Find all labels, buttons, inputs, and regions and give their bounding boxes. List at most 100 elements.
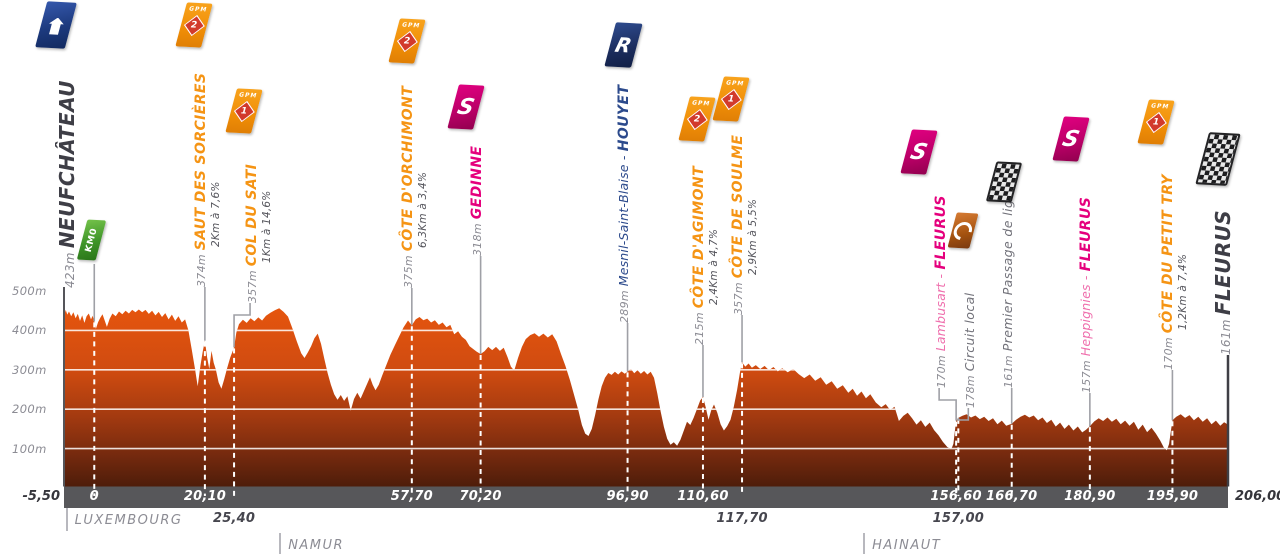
marker-gradient-cote-dagimont: 2,4Km à 4,7% — [707, 229, 720, 305]
start-house-icon — [46, 17, 65, 35]
y-axis-label-300: 300m — [12, 362, 47, 377]
marker-gradient-cote-du-petit-try: 1,2Km à 7,4% — [1177, 254, 1190, 330]
marker-name-line-cote-du-petit-try: 170m CÔTE DU PETIT TRY — [1159, 174, 1176, 370]
marker-name-line-premier-passage-de-ligne: 161m Premier Passage de ligne — [999, 183, 1016, 388]
marker-gradient-cote-de-soulme: 2,9Km à 5,5% — [747, 199, 760, 275]
marker-label-cote-de-soulme: 357m CÔTE DE SOULME 2,9Km à 5,5% — [729, 135, 761, 315]
marker-name-line-saut-des-sorcieres: 374m SAUT DES SORCIÈRES — [192, 73, 209, 287]
km-tick-57,70: 57,70 — [390, 489, 433, 504]
km-tick-166,70: 166,70 — [986, 489, 1038, 504]
gpm-category-number: 2 — [189, 20, 199, 31]
km-tick-110,60: 110,60 — [677, 489, 729, 504]
marker-altitude-col-du-sati: 357m — [246, 266, 260, 303]
marker-name-cote-du-petit-try: CÔTE DU PETIT TRY — [1160, 174, 1177, 334]
gpm-category-number: 2 — [402, 36, 412, 47]
km-tick-below-117,70: 117,70 — [716, 511, 768, 526]
gpm-category-number: 1 — [1151, 117, 1161, 128]
marker-altitude-circuit-local: 178m — [964, 371, 978, 408]
km-tick-below-157,00: 157,00 — [932, 511, 984, 526]
marker-name-line-fleurus-lambusart: 170m Lambusart - FLEURUS — [932, 195, 949, 388]
region-separator-luxembourg — [65, 508, 68, 531]
elevation-profile-area — [64, 308, 1228, 488]
y-axis-label-200: 200m — [12, 402, 47, 417]
marker-name-cote-dagimont: CÔTE D'AGIMONT — [690, 165, 707, 309]
gpm-category-diamond: 2 — [183, 14, 205, 37]
marker-name-line-cote-dagimont: 215m CÔTE D'AGIMONT — [690, 166, 707, 345]
marker-label-fleurus-finish: 161m FLEURUS — [1211, 209, 1237, 355]
marker-altitude-houyet: 289m — [617, 286, 631, 323]
marker-prefix-fleurus-lambusart: Lambusart - — [933, 269, 949, 352]
marker-gradient-saut-des-sorcieres: 2Km à 7,6% — [209, 181, 222, 247]
marker-name-line-cote-dorchimont: 375m CÔTE D'ORCHIMONT — [399, 86, 416, 288]
gpm-flag-text: GPM — [401, 21, 422, 30]
gpm-category-diamond: 1 — [720, 88, 742, 111]
marker-label-gedinne: 318m GEDINNE — [468, 146, 485, 256]
km-tick-70,20: 70,20 — [459, 489, 502, 504]
marker-name-cote-dorchimont: CÔTE D'ORCHIMONT — [399, 85, 416, 252]
region-separator-hainaut — [863, 533, 866, 554]
marker-name-col-du-sati: COL DU SATI — [244, 163, 261, 267]
circuit-loop-icon — [950, 217, 976, 244]
marker-name-line-circuit-local: 178m Circuit local — [961, 292, 978, 408]
y-axis-label-400: 400m — [12, 323, 47, 338]
marker-name-premier-passage-de-ligne: Premier Passage de ligne — [999, 183, 1015, 352]
marker-name-line-col-du-sati: 357m COL DU SATI — [243, 164, 260, 303]
km-tick-156,60: 156,60 — [930, 489, 982, 504]
km-tick-180,90: 180,90 — [1064, 489, 1116, 504]
marker-name-circuit-local: Circuit local — [962, 292, 978, 372]
km-start-label: -5,50 — [22, 489, 60, 504]
marker-connector-circuit-local — [957, 408, 970, 421]
sprint-flag-letter: S — [1059, 126, 1083, 152]
marker-name-line-cote-de-soulme: 357m CÔTE DE SOULME — [729, 135, 746, 315]
marker-connector-col-du-sati — [233, 303, 251, 348]
marker-prefix-fleurus-heppignies: Heppignies - — [1077, 271, 1093, 357]
marker-label-cote-dagimont: 215m CÔTE D'AGIMONT 2,4Km à 4,7% — [690, 166, 722, 345]
marker-altitude-saut-des-sorcieres: 374m — [194, 250, 208, 287]
y-axis-label-100: 100m — [12, 441, 47, 456]
marker-label-fleurus-heppignies: 157m Heppignies - FLEURUS — [1077, 197, 1094, 393]
gpm-flag-text: GPM — [238, 91, 259, 100]
gpm-flag-text: GPM — [1150, 102, 1171, 111]
marker-altitude-fleurus-lambusart: 170m — [935, 351, 949, 388]
gpm-flag-text: GPM — [725, 79, 746, 88]
marker-altitude-gedinne: 318m — [470, 219, 484, 256]
marker-label-houyet: 289m Mesnil-Saint-Blaise - HOUYET — [615, 85, 632, 323]
gpm-category-diamond: 1 — [233, 100, 255, 123]
distance-bar — [64, 486, 1228, 508]
gpm-category-diamond: 1 — [1145, 111, 1167, 134]
sprint-flag-letter: S — [454, 94, 478, 120]
marker-name-saut-des-sorcieres: SAUT DES SORCIÈRES — [192, 72, 209, 251]
marker-gradient-cote-dorchimont: 6,3Km à 3,4% — [416, 172, 429, 248]
km-tick-195,90: 195,90 — [1146, 489, 1199, 504]
marker-altitude-cote-dagimont: 215m — [692, 308, 706, 345]
gpm-category-number: 2 — [692, 114, 702, 125]
marker-altitude-neufchateau: 423m — [63, 248, 77, 288]
region-label-hainaut: HAINAUT — [872, 538, 942, 553]
marker-label-saut-des-sorcieres: 374m SAUT DES SORCIÈRES 2Km à 7,6% — [192, 73, 224, 287]
marker-name-line-houyet: 289m Mesnil-Saint-Blaise - HOUYET — [615, 85, 632, 323]
marker-name-line-gedinne: 318m GEDINNE — [468, 146, 485, 256]
marker-name-neufchateau: NEUFCHÂTEAU — [55, 80, 79, 249]
km-tick-0: 0 — [89, 489, 99, 504]
marker-altitude-premier-passage-de-ligne: 161m — [1001, 351, 1015, 388]
marker-name-fleurus-finish: FLEURUS — [1211, 209, 1235, 316]
marker-altitude-cote-du-petit-try: 170m — [1162, 333, 1176, 370]
region-label-namur: NAMUR — [288, 538, 345, 553]
marker-name-line-fleurus-finish: 161m FLEURUS — [1211, 209, 1237, 355]
marker-label-circuit-local: 178m Circuit local — [961, 292, 978, 408]
marker-altitude-cote-dorchimont: 375m — [401, 251, 415, 288]
marker-name-gedinne: GEDINNE — [468, 145, 485, 220]
gpm-category-number: 1 — [726, 94, 736, 105]
km0-flag-text: KM0 — [83, 227, 100, 253]
region-label-luxembourg: LUXEMBOURG — [74, 513, 183, 528]
km-tick-96,90: 96,90 — [606, 489, 649, 504]
marker-label-premier-passage-de-ligne: 161m Premier Passage de ligne — [999, 183, 1016, 388]
marker-label-col-du-sati: 357m COL DU SATI 1Km à 14,6% — [243, 164, 275, 303]
marker-label-cote-dorchimont: 375m CÔTE D'ORCHIMONT 6,3Km à 3,4% — [399, 86, 431, 288]
marker-name-line-fleurus-heppignies: 157m Heppignies - FLEURUS — [1077, 197, 1094, 393]
marker-label-fleurus-lambusart: 170m Lambusart - FLEURUS — [932, 195, 949, 388]
marker-altitude-fleurus-finish: 161m — [1219, 315, 1233, 355]
marker-gradient-col-du-sati: 1Km à 14,6% — [261, 190, 274, 263]
